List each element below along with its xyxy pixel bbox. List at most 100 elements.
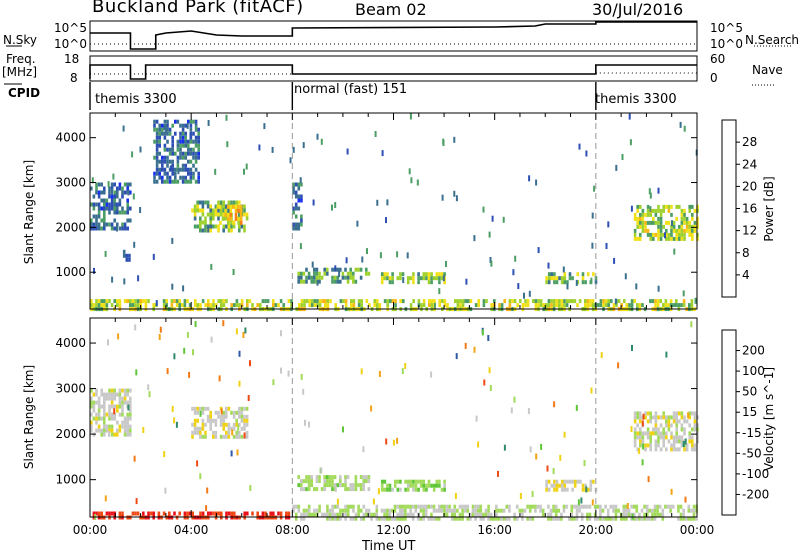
- heatmap-cell: [664, 232, 666, 239]
- heatmap-cell: [664, 504, 667, 509]
- heatmap-cell: [239, 220, 243, 225]
- heatmap-cell: [535, 179, 538, 186]
- heatmap-cell: [427, 479, 431, 484]
- xtick-label-0: 00:00: [73, 523, 108, 537]
- heatmap-cell: [209, 228, 212, 233]
- heatmap-cell: [409, 483, 413, 488]
- heatmap-cell: [194, 167, 198, 172]
- heatmap-cell: [139, 299, 142, 304]
- heatmap-cell: [285, 511, 288, 516]
- heatmap-cell: [300, 279, 303, 284]
- heatmap-cell: [665, 435, 668, 440]
- heatmap-cell: [575, 512, 579, 517]
- heatmap-cell: [420, 303, 423, 308]
- heatmap-cell: [116, 202, 119, 207]
- heatmap-cell: [667, 419, 671, 424]
- heatmap-cell: [166, 175, 169, 180]
- heatmap-cell: [116, 206, 119, 211]
- heatmap-cell: [662, 427, 665, 432]
- heatmap-cell: [326, 475, 329, 480]
- heatmap-cell: [490, 260, 493, 267]
- heatmap-cell: [672, 303, 675, 308]
- heatmap-cell: [680, 220, 684, 225]
- heatmap-cell: [396, 512, 399, 517]
- heatmap-cell: [136, 299, 140, 304]
- heatmap-cell: [519, 493, 522, 499]
- heatmap-cell: [191, 406, 194, 411]
- heatmap-cell: [346, 508, 350, 513]
- heatmap-cell: [633, 439, 637, 444]
- heatmap-cell: [630, 426, 633, 433]
- heatmap-cell: [238, 380, 241, 387]
- heatmap-cell: [383, 276, 387, 281]
- heatmap-cell: [662, 303, 665, 308]
- heatmap-cell: [165, 124, 167, 130]
- heatmap-cell: [482, 303, 486, 308]
- heatmap-cell: [110, 400, 114, 405]
- heatmap-cell: [422, 512, 425, 517]
- heatmap-cell: [349, 487, 352, 492]
- heatmap-cell: [558, 303, 561, 308]
- heatmap-cell: [299, 243, 302, 250]
- heatmap-cell: [656, 303, 660, 308]
- heatmap-cell: [313, 303, 317, 308]
- heatmap-cell: [399, 276, 402, 281]
- heatmap-cell: [300, 373, 303, 380]
- heatmap-cell: [181, 135, 185, 140]
- heatmap-cell: [652, 415, 655, 420]
- heatmap-cell: [249, 360, 251, 367]
- heatmap-cell: [476, 508, 480, 513]
- heatmap-cell: [614, 504, 618, 509]
- heatmap-cell: [665, 236, 668, 241]
- heatmap-cell: [179, 139, 182, 144]
- heatmap-cell: [639, 212, 642, 217]
- heatmap-cell: [361, 256, 364, 263]
- heatmap-cell: [511, 299, 514, 304]
- heatmap-cell: [108, 428, 111, 433]
- heatmap-cell: [129, 388, 132, 393]
- heatmap-cell: [588, 512, 592, 517]
- heatmap-cell: [118, 396, 122, 401]
- heatmap-cell: [220, 299, 223, 304]
- heatmap-cell: [113, 206, 116, 211]
- heatmap-cell: [659, 224, 663, 229]
- heatmap-cell: [206, 406, 210, 411]
- heatmap-cell: [344, 275, 347, 280]
- heatmap-cell: [443, 479, 446, 484]
- heatmap-cell: [659, 299, 662, 304]
- heatmap-cell: [683, 220, 686, 225]
- heatmap-cell: [365, 479, 368, 484]
- heatmap-cell: [484, 508, 488, 513]
- heatmap-cell: [90, 400, 93, 405]
- heatmap-cell: [592, 479, 595, 484]
- heatmap-cell: [657, 435, 660, 440]
- heatmap-cell: [344, 504, 347, 509]
- heatmap-cell: [488, 231, 491, 238]
- heatmap-cell: [100, 511, 103, 516]
- heatmap-cell: [422, 303, 426, 308]
- heatmap-cell: [688, 439, 691, 444]
- heatmap-cell: [192, 175, 195, 180]
- velocity-colorbar-frame: [721, 329, 737, 516]
- heatmap-cell: [225, 114, 228, 121]
- heatmap-cell: [683, 415, 686, 420]
- heatmap-cell: [237, 208, 240, 213]
- heatmap-cell: [630, 299, 634, 304]
- heatmap-cell: [685, 443, 689, 448]
- heatmap-cell: [534, 299, 538, 304]
- heatmap-cell: [438, 479, 441, 484]
- heatmap-cell: [653, 512, 657, 517]
- heatmap-cell: [110, 388, 114, 393]
- heatmap-cell: [354, 512, 358, 517]
- heatmap-cell: [318, 275, 321, 280]
- heatmap-cell: [639, 220, 642, 225]
- heatmap-cell: [680, 303, 683, 308]
- heatmap-cell: [553, 272, 556, 277]
- heatmap-cell: [155, 131, 159, 136]
- heatmap-cell: [95, 218, 98, 223]
- heatmap-cell: [135, 498, 138, 505]
- heatmap-cell: [110, 202, 114, 207]
- heatmap-cell: [593, 512, 597, 517]
- heatmap-cell: [622, 504, 626, 509]
- heatmap-cell: [199, 406, 202, 411]
